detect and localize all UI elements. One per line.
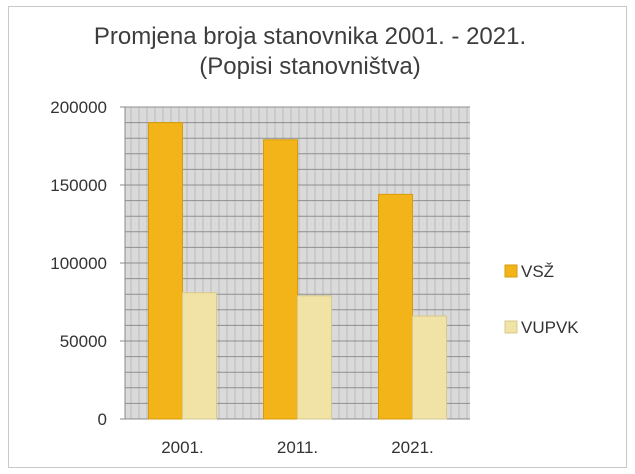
bar-vupvk <box>182 292 217 420</box>
bar-vsz <box>263 139 298 420</box>
y-tick-label: 200000 <box>50 98 107 117</box>
chart-subtitle: (Popisi stanovništva) <box>199 53 421 80</box>
legend-swatch <box>504 264 518 278</box>
chart-title-block: Promjena broja stanovnika 2001. - 2021. … <box>0 22 620 82</box>
y-tick-label: 100000 <box>50 254 107 273</box>
bar-vupvk <box>297 295 332 420</box>
legend-swatch <box>504 320 518 334</box>
legend-label: VUPVK <box>521 318 579 337</box>
legend-label: VSŽ <box>521 262 554 281</box>
bar-vsz <box>378 193 413 420</box>
bar-vupvk <box>412 315 447 420</box>
x-tick-label: 2021. <box>391 438 434 457</box>
y-tick-label: 0 <box>98 410 107 429</box>
bar-vsz <box>148 122 183 420</box>
y-tick-label: 150000 <box>50 176 107 195</box>
y-tick-label: 50000 <box>60 332 107 351</box>
x-tick-label: 2011. <box>277 438 318 457</box>
chart-title: Promjena broja stanovnika 2001. - 2021. <box>93 23 527 50</box>
x-tick-label: 2001. <box>161 438 204 457</box>
